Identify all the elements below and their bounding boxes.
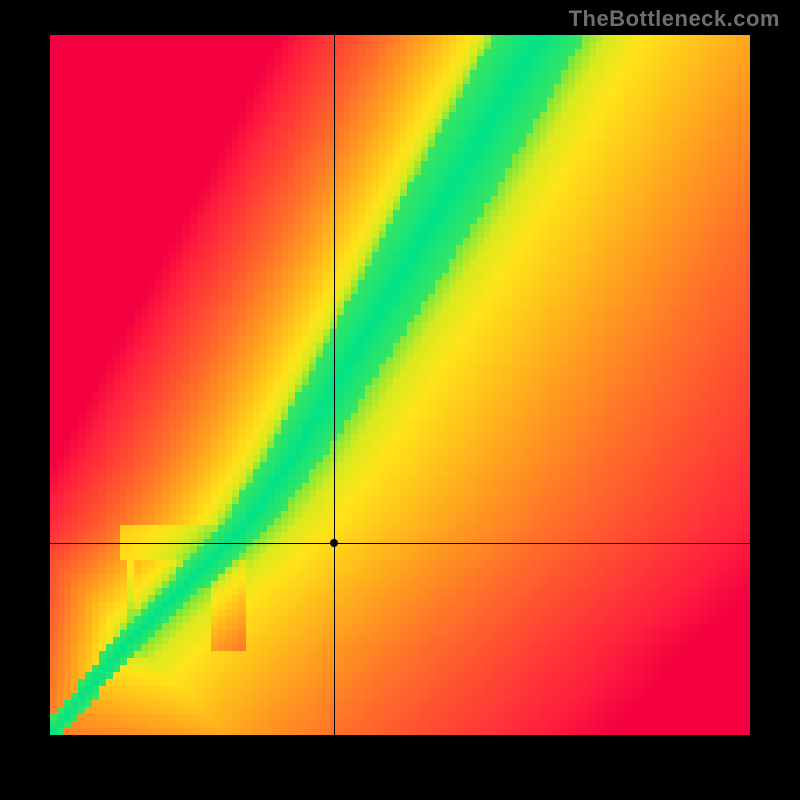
chart-container: TheBottleneck.com xyxy=(0,0,800,800)
crosshair-dot xyxy=(330,539,338,547)
crosshair-horizontal xyxy=(50,543,750,544)
crosshair-vertical xyxy=(334,35,335,735)
watermark-text: TheBottleneck.com xyxy=(569,6,780,32)
bottleneck-heatmap xyxy=(50,35,750,735)
